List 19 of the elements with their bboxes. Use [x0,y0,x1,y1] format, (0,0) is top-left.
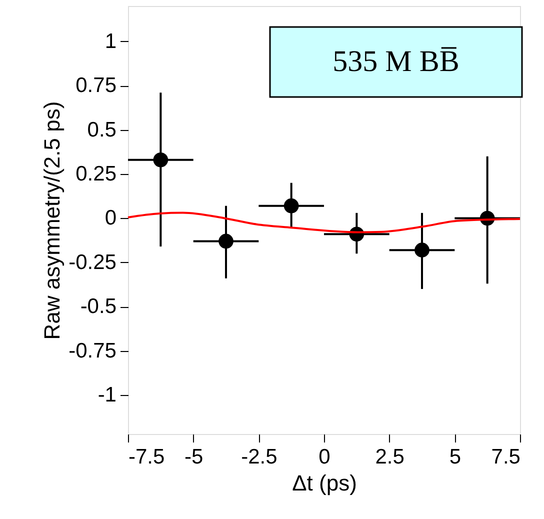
annotation: 535 M BB̅ [332,45,460,78]
y-tick-label: 0.75 [76,74,116,98]
x-tick-label: 0 [318,446,330,468]
x-tick-label: -7.5 [128,446,165,468]
y-axis-title: Raw asymmetry/(2.5 ps) [40,101,65,340]
y-tick-label: 0.25 [76,162,116,186]
x-tick-label: 2.5 [375,446,404,468]
y-tick-label: 1 [104,30,116,53]
y-tick-label: 0 [104,206,116,230]
y-tick-label: -0.5 [80,295,116,318]
y-tick-label: 0.5 [87,118,116,142]
x-tick-label: 5 [449,446,462,468]
x-tick-label: -2.5 [241,446,278,468]
x-axis-title: Δt (ps) [292,470,357,496]
y-tick-label: -1 [98,384,116,407]
y-tick-label: -0.75 [68,339,116,362]
x-tick-label: -5 [184,446,204,468]
y-tick-label: -0.25 [68,250,116,274]
x-tick-label: 7.5 [491,446,520,468]
